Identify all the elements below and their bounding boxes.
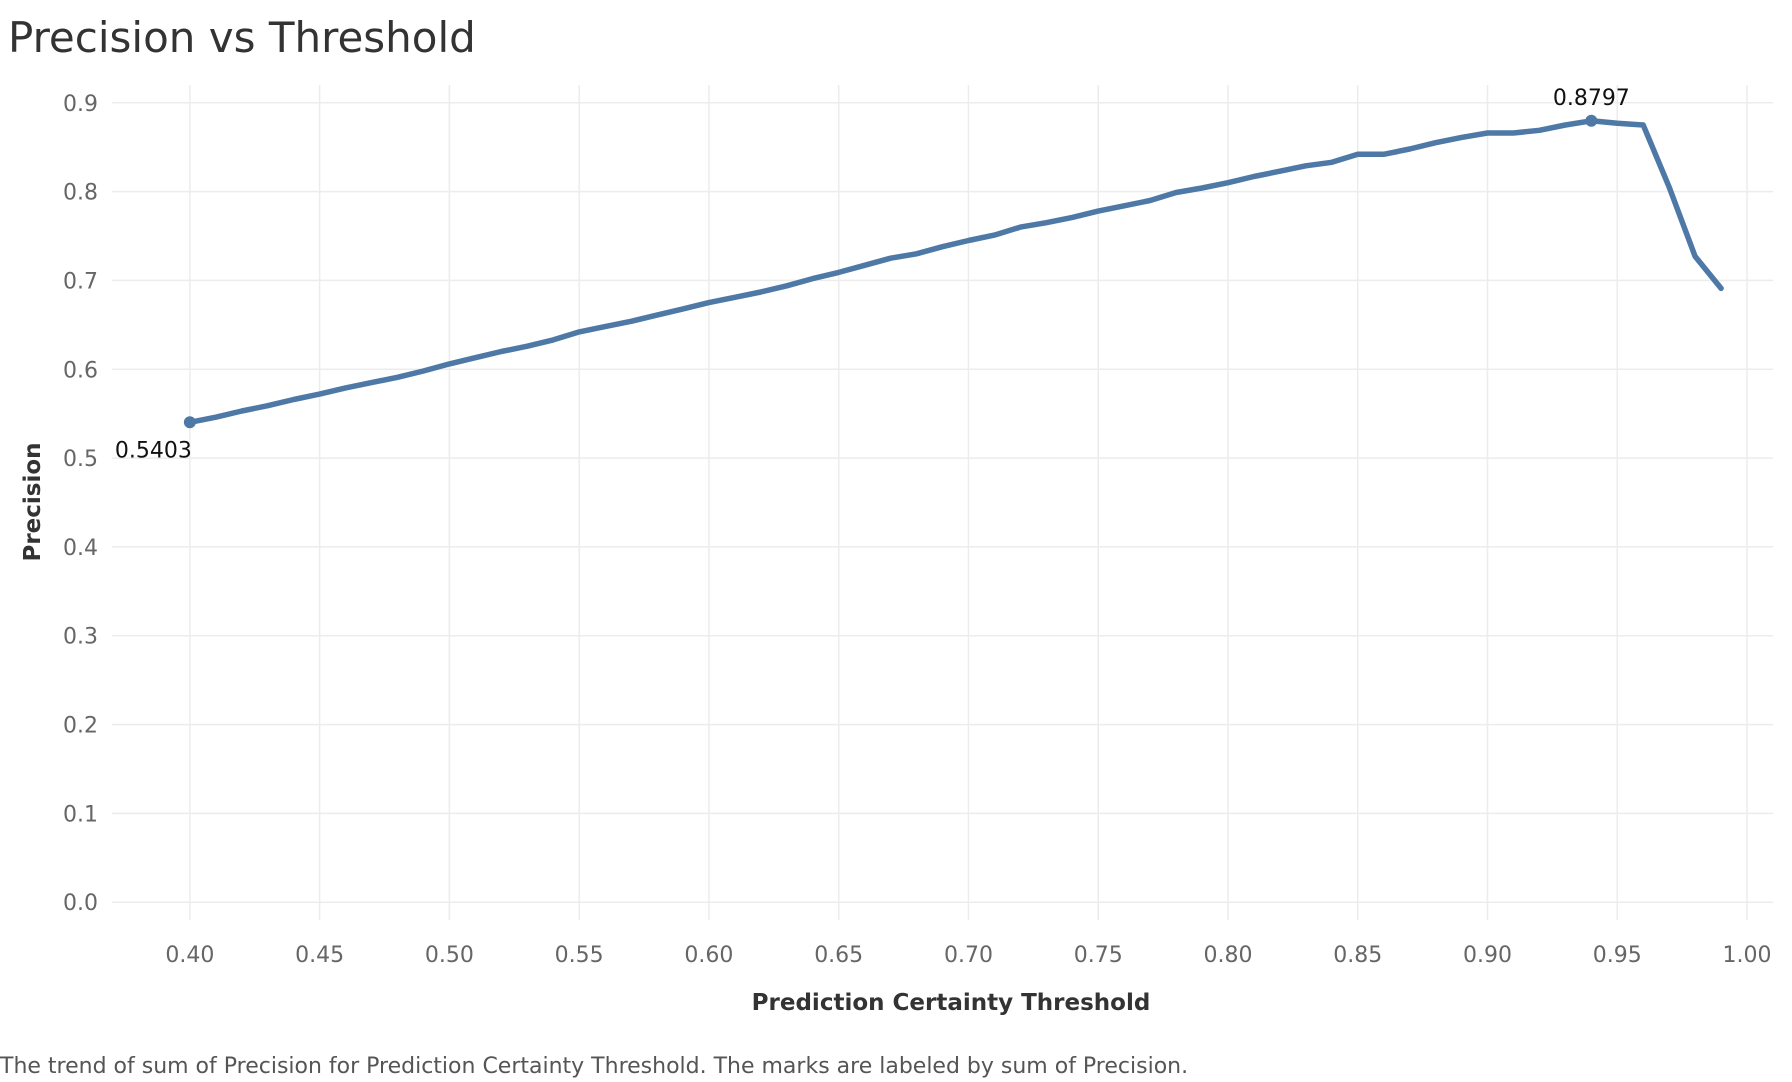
y-tick-label-5: 0.5 — [63, 447, 98, 472]
y-tick-label-8: 0.8 — [63, 181, 98, 206]
y-gridlines — [112, 102, 1773, 903]
x-tick-label-4: 0.60 — [684, 943, 733, 968]
x-tick-label-10: 0.90 — [1463, 943, 1512, 968]
x-tick-label-3: 0.55 — [555, 943, 604, 968]
data-point-marker-1 — [1585, 114, 1598, 127]
x-tick-label-6: 0.70 — [944, 943, 993, 968]
chart-title: Precision vs Threshold — [8, 13, 476, 62]
y-axis-title: Precision — [20, 442, 46, 561]
data-labels: 0.5403 0.8797 — [115, 86, 1630, 463]
x-tick-label-0: 0.40 — [165, 943, 214, 968]
y-tick-label-2: 0.2 — [63, 714, 98, 739]
y-tick-label-0: 0.0 — [63, 891, 98, 916]
data-label-0: 0.5403 — [115, 438, 192, 463]
x-tick-label-8: 0.80 — [1203, 943, 1252, 968]
y-tick-label-6: 0.6 — [63, 358, 98, 383]
data-label-1: 0.8797 — [1553, 86, 1630, 111]
y-tick-label-4: 0.4 — [63, 536, 98, 561]
x-gridlines — [189, 85, 1748, 920]
x-tick-label-7: 0.75 — [1074, 943, 1123, 968]
x-tick-label-5: 0.65 — [814, 943, 863, 968]
x-axis-title: Prediction Certainty Threshold — [752, 990, 1151, 1016]
y-tick-label-7: 0.7 — [63, 269, 98, 294]
x-tick-label-1: 0.45 — [295, 943, 344, 968]
x-tick-label-2: 0.50 — [425, 943, 474, 968]
series-line-precision — [187, 118, 1724, 426]
y-tick-label-1: 0.1 — [63, 802, 98, 827]
x-tick-label-11: 0.95 — [1593, 943, 1642, 968]
chart-caption: The trend of sum of Precision for Predic… — [0, 1054, 1188, 1079]
x-axis-ticks: 0.40 0.45 0.50 0.55 0.60 0.65 0.70 0.75 0.80 0.85… — [165, 943, 1771, 968]
y-tick-label-3: 0.3 — [63, 625, 98, 650]
y-tick-label-9: 0.9 — [63, 92, 98, 117]
x-tick-label-9: 0.85 — [1333, 943, 1382, 968]
y-axis-ticks: 0.0 0.1 0.2 0.3 0.4 0.5 0.6 0.7 0.8 0.9 — [63, 92, 98, 916]
x-tick-label-12: 1.00 — [1723, 943, 1772, 968]
data-point-marker-0 — [183, 416, 196, 429]
